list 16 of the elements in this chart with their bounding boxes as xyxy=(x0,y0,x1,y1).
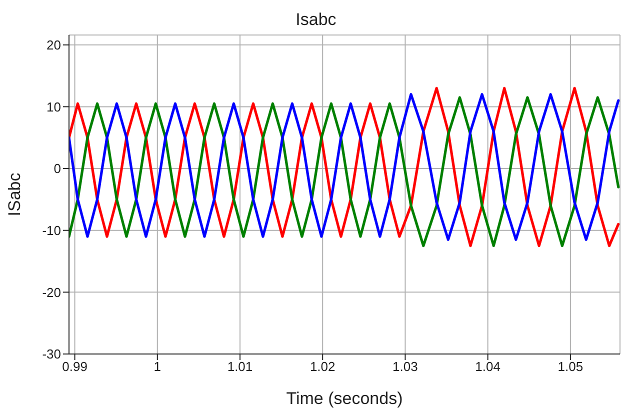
y-tick-label: -30 xyxy=(42,346,61,362)
x-tick-label: 0.99 xyxy=(62,359,88,374)
x-tick-label: 1.04 xyxy=(475,359,500,374)
x-tick-label: 1.05 xyxy=(558,359,584,374)
x-tick-label: 1.02 xyxy=(310,359,336,374)
y-tick-label: -10 xyxy=(42,222,61,238)
y-tick-label: 10 xyxy=(46,99,61,114)
x-tick-label: 1.01 xyxy=(227,359,253,374)
y-tick-label: 20 xyxy=(46,38,61,53)
y-tick-label: 0 xyxy=(54,161,61,176)
y-tick-label: -20 xyxy=(42,284,61,300)
chart-title: Isabc xyxy=(294,9,338,31)
x-tick-label: 1 xyxy=(154,359,162,374)
x-tick-label: 1.03 xyxy=(392,359,418,374)
x-axis-title: Time (seconds) xyxy=(286,389,403,408)
y-axis-title: ISabc xyxy=(5,172,24,216)
